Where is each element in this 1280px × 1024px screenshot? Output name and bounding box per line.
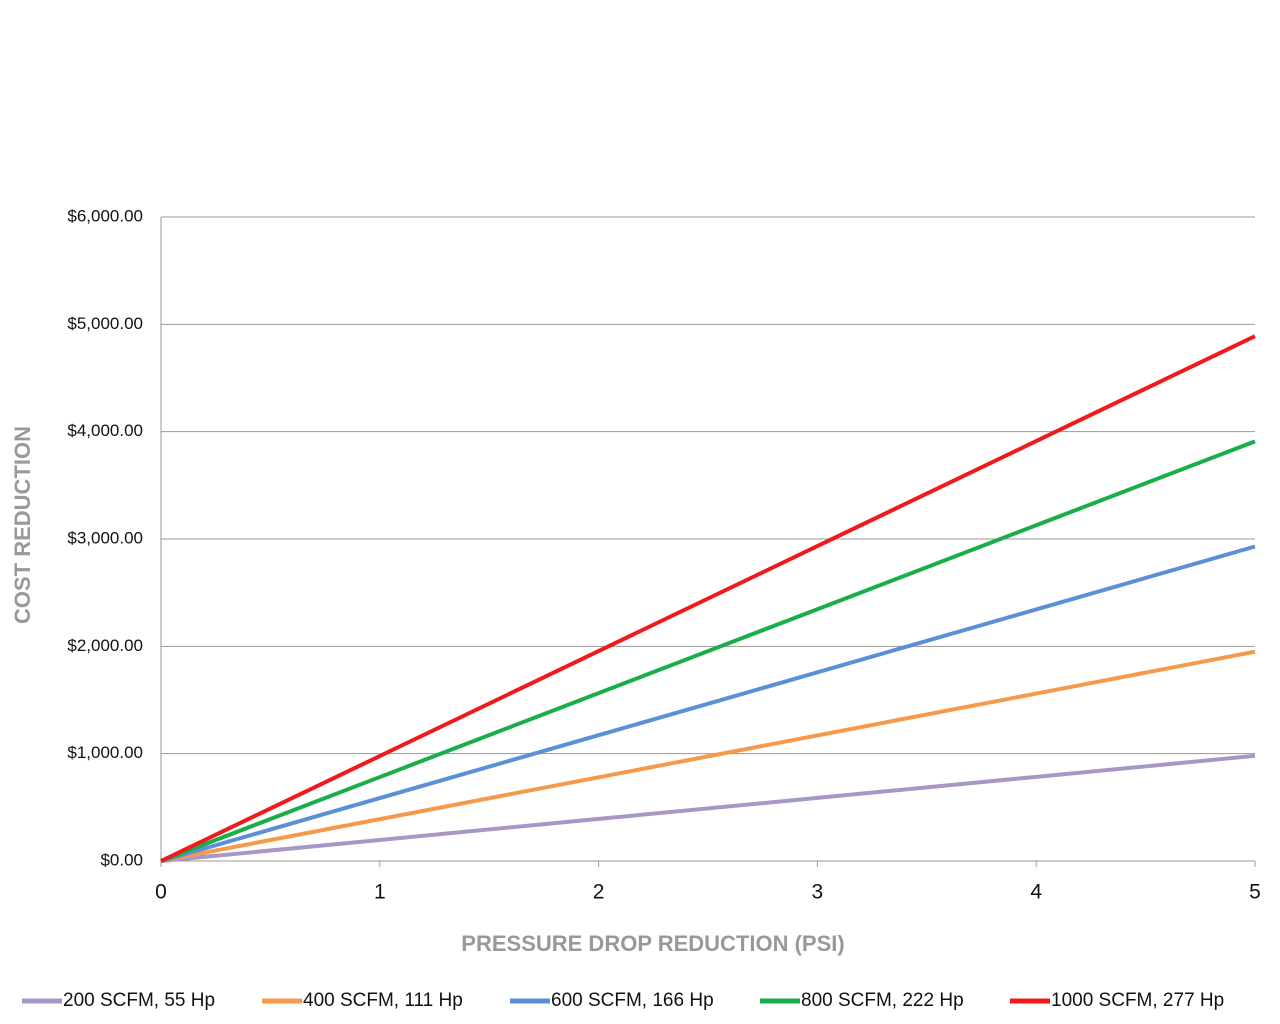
series-line [160,649,1256,863]
x-tick-label: 0 [155,881,167,904]
legend-label: 800 SCFM, 222 Hp [801,990,964,1011]
legend-label: 1000 SCFM, 277 Hp [1051,990,1224,1011]
legend-label: 200 SCFM, 55 Hp [63,990,215,1011]
x-tick-label: 5 [1249,881,1261,904]
series-line [160,439,1256,863]
y-tick-label: $6,000.00 [67,206,143,225]
y-tick-label: $0.00 [100,850,143,869]
x-tick-label: 4 [1030,881,1042,904]
y-tick-label: $4,000.00 [67,421,143,440]
y-tick-label: $3,000.00 [67,528,143,547]
series-line [160,753,1256,863]
x-tick-label: 1 [374,881,386,904]
x-tick-label: 2 [593,881,605,904]
y-tick-label: $2,000.00 [67,636,143,655]
x-axis-title: PRESSURE DROP REDUCTION (PSI) [461,931,844,956]
legend-label: 600 SCFM, 166 Hp [551,990,714,1011]
y-tick-label: $5,000.00 [67,314,143,333]
y-tick-label: $1,000.00 [67,743,143,762]
series-line [160,544,1256,863]
legend-label: 400 SCFM, 111 Hp [303,990,463,1011]
x-tick-label: 3 [812,881,824,904]
series-line [160,334,1256,863]
y-axis-title: COST REDUCTION [10,426,35,624]
